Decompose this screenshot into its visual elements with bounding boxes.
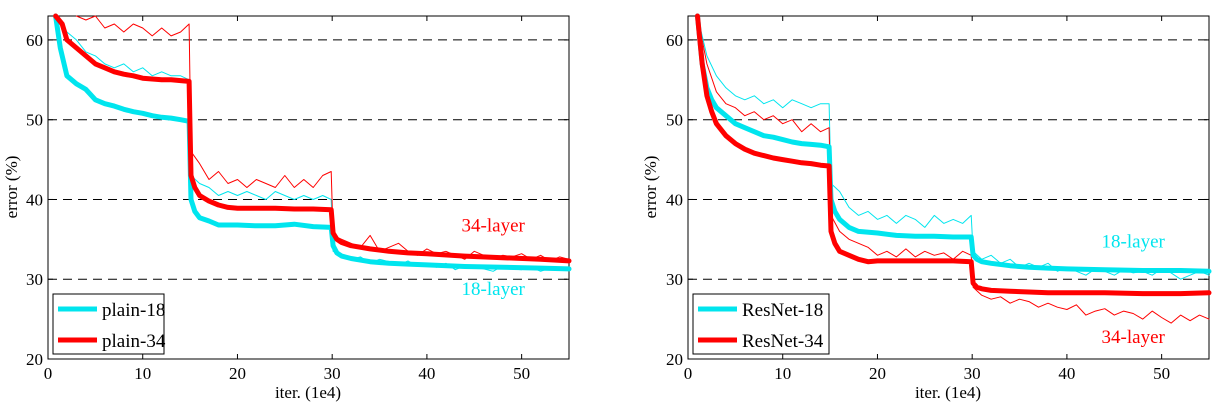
x-tick-label: 40: [1058, 364, 1075, 383]
x-tick-label: 20: [869, 364, 886, 383]
y-tick-label: 50: [666, 111, 683, 130]
y-tick-label: 20: [26, 350, 43, 369]
x-tick-label: 10: [774, 364, 791, 383]
y-tick-label: 60: [666, 31, 683, 50]
validation-error-line: [695, 13, 1212, 274]
validation-error-line: [695, 13, 1212, 297]
x-tick-label: 50: [513, 364, 530, 383]
x-axis-label: iter. (1e4): [275, 383, 341, 402]
annotation-18-layer: 18-layer: [462, 279, 526, 300]
x-tick-label: 0: [684, 364, 693, 383]
x-tick-label: 10: [134, 364, 151, 383]
series-lines: [695, 13, 1212, 324]
x-tick-label: 0: [44, 364, 53, 383]
legend-label-resnet-34: ResNet-34: [742, 331, 824, 352]
y-tick-label: 40: [26, 190, 43, 209]
y-tick-label: 50: [26, 111, 43, 130]
annotation-34-layer: 34-layer: [462, 215, 526, 236]
legend-label-plain-34: plain-34: [102, 331, 166, 352]
x-tick-label: 20: [229, 364, 246, 383]
legend-box: [692, 293, 830, 355]
x-tick-label: 40: [418, 364, 435, 383]
grid-lines: [48, 39, 569, 280]
x-axis-label: iter. (1e4): [915, 383, 981, 402]
x-tick-label: 30: [964, 364, 981, 383]
y-axis-label: error (%): [641, 156, 660, 219]
chart-left: 20 30 40 50 60 0 10 20 30 40 50 iter. (1e4) error …: [2, 13, 572, 402]
legend: plain-18 plain-34: [52, 293, 166, 355]
validation-error-line: [53, 13, 572, 264]
y-tick-label: 40: [666, 190, 683, 209]
axis-ticks: 20 30 40 50 60 0 10 20 30 40 50: [26, 16, 569, 383]
annotation-34-layer: 34-layer: [1102, 327, 1166, 348]
annotation-18-layer: 18-layer: [1102, 231, 1166, 252]
x-tick-label: 30: [324, 364, 341, 383]
legend-label-resnet-18: ResNet-18: [742, 300, 823, 321]
legend-box: [52, 293, 165, 355]
axis-ticks: 20 30 40 50 60 0 10 20 30 40 50: [666, 16, 1209, 383]
validation-error-line: [53, 13, 572, 272]
legend-label-plain-18: plain-18: [102, 300, 165, 321]
x-tick-label: 50: [1153, 364, 1170, 383]
series-lines: [53, 13, 572, 272]
chart-right: 20 30 40 50 60 0 10 20 30 40 50 iter. (1e4) error …: [641, 13, 1212, 402]
y-axis-label: error (%): [2, 156, 21, 219]
y-tick-label: 20: [666, 350, 683, 369]
y-tick-label: 30: [26, 270, 43, 289]
legend: ResNet-18 ResNet-34: [692, 293, 830, 355]
grid-lines: [688, 39, 1209, 280]
y-tick-label: 60: [26, 31, 43, 50]
y-tick-label: 30: [666, 270, 683, 289]
